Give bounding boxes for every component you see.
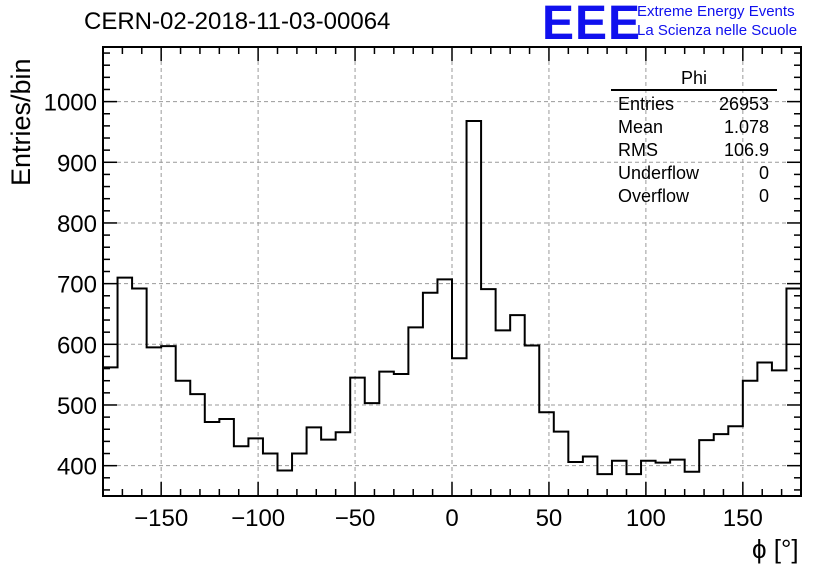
y-tick-labels: 400 500 600 700 800 900 1000 (44, 90, 97, 481)
logo-caption: Extreme Energy Events La Scienza nelle S… (637, 2, 797, 40)
stats-value: 0 (758, 186, 769, 206)
y-axis-label: Entries/bin (6, 58, 36, 186)
y-tick-label: 600 (57, 332, 97, 359)
logo-caption-line1: Extreme Energy Events (637, 3, 795, 20)
stats-row: RMS 106.9 (611, 139, 777, 162)
stats-value: 26953 (718, 94, 769, 114)
chart-title: CERN-02-2018-11-03-00064 (84, 8, 391, 35)
y-tick-label: 500 (57, 393, 97, 420)
stats-row: Entries 26953 (611, 93, 777, 116)
y-tick-label: 700 (57, 272, 97, 299)
eee-logo: EEE (542, 0, 642, 50)
x-tick-label: −100 (231, 505, 285, 532)
y-tick-label: 900 (57, 150, 97, 177)
stats-label: Entries (618, 94, 675, 114)
stats-box: Phi Entries 26953 Mean 1.078 RMS 106.9 Unde… (611, 68, 777, 208)
x-axis-label: ϕ [°] (752, 534, 799, 564)
stats-label: Mean (618, 117, 664, 137)
y-tick-label: 800 (57, 211, 97, 238)
stats-title: Phi (611, 68, 777, 91)
x-tick-label: 50 (536, 505, 563, 532)
stats-label: Underflow (618, 163, 700, 183)
y-tick-label: 400 (57, 454, 97, 481)
x-tick-label: −150 (134, 505, 188, 532)
y-tick-label: 1000 (44, 90, 97, 117)
x-tick-label: 100 (626, 505, 666, 532)
stats-value: 106.9 (723, 140, 769, 160)
stats-row: Overflow 0 (611, 185, 777, 208)
x-tick-labels: −150 −100 −50 0 50 100 150 (134, 505, 763, 532)
stats-row: Underflow 0 (611, 162, 777, 185)
stats-label: RMS (618, 140, 658, 160)
x-tick-label: 150 (723, 505, 763, 532)
stats-value: 0 (758, 163, 769, 183)
x-tick-label: −50 (335, 505, 376, 532)
histogram-line (103, 120, 802, 476)
x-tick-label: 0 (445, 505, 458, 532)
stats-row: Mean 1.078 (611, 116, 777, 139)
axis-ticks (102, 47, 802, 496)
stats-label: Overflow (618, 186, 690, 206)
stats-value: 1.078 (723, 117, 769, 137)
logo-caption-line2: La Scienza nelle Scuole (637, 22, 798, 39)
